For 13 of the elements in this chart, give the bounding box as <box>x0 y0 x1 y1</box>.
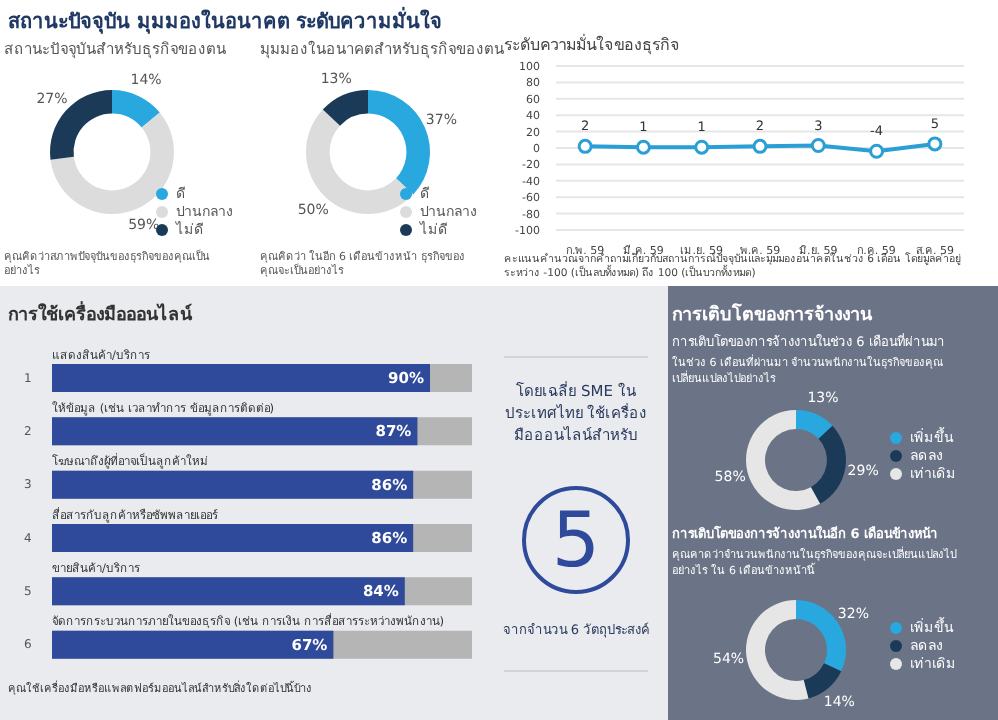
donut-slice <box>746 410 821 510</box>
donut-slice <box>50 112 174 214</box>
text: สถานะปัจจุบัน มุมมองในอนาคต ระดับความมั่นใจ <box>8 6 442 36</box>
donut-slice <box>810 425 846 504</box>
donut-slice <box>796 410 833 439</box>
donut-slice <box>803 663 842 699</box>
donut-slice <box>746 600 809 700</box>
chart-title: การใช้เครื่องมือออนไลน์ <box>8 300 194 328</box>
donut-slice <box>322 90 368 126</box>
chart-title: การเติบโตของการจ้างงาน <box>672 301 874 328</box>
donut-slice <box>112 90 160 128</box>
donut-slice <box>368 90 430 195</box>
chart-title: ระดับความมั่นใจของธุรกิจ <box>504 32 682 58</box>
